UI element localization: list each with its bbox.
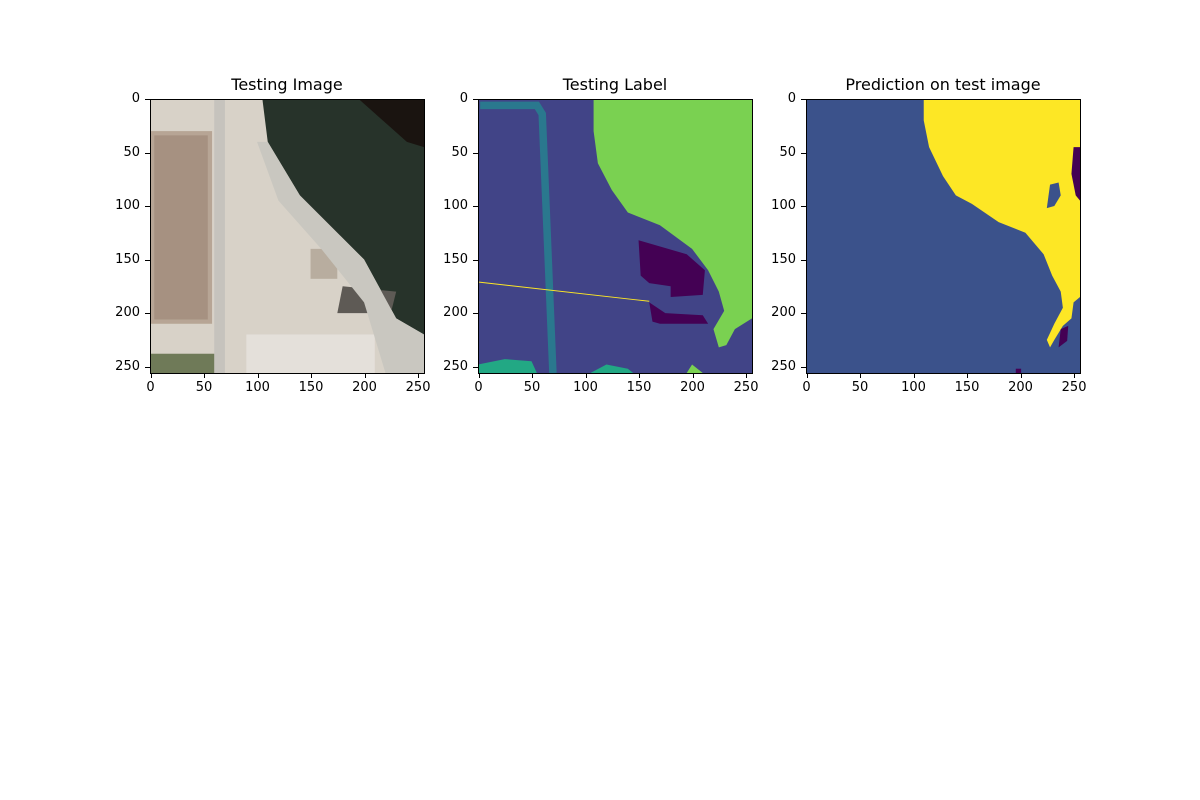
x-tick-label: 250 — [733, 380, 759, 395]
y-tick-label: 150 — [115, 251, 140, 267]
y-tick-label: 250 — [115, 358, 140, 374]
x-tick-mark — [585, 373, 587, 378]
x-tick-mark — [204, 373, 206, 378]
x-tick-label: 100 — [245, 380, 270, 395]
y-tick-mark — [473, 99, 478, 100]
y-tick-mark — [473, 206, 478, 208]
x-tick-mark — [860, 373, 862, 378]
y-tick-mark — [145, 99, 150, 100]
satellite-image — [150, 99, 424, 373]
y-tick-label: 200 — [443, 305, 468, 321]
y-tick-mark — [473, 313, 478, 315]
axes-frame — [806, 99, 1081, 374]
y-tick-label: 0 — [131, 91, 140, 106]
y-tick-label: 50 — [779, 144, 796, 160]
y-tick-label: 100 — [771, 198, 796, 214]
prediction-image — [806, 99, 1080, 373]
x-tick-mark — [692, 373, 694, 378]
y-tick-mark — [145, 152, 150, 154]
x-tick-label: 0 — [146, 380, 155, 395]
y-tick-mark — [801, 152, 806, 154]
x-tick-label: 0 — [474, 380, 483, 395]
x-tick-mark — [257, 373, 259, 378]
label-image — [478, 99, 752, 373]
x-tick-mark — [746, 373, 748, 378]
y-tick-label: 50 — [451, 144, 468, 160]
y-tick-mark — [473, 259, 478, 261]
y-tick-label: 250 — [771, 358, 796, 374]
y-tick-mark — [145, 313, 150, 315]
x-tick-label: 50 — [195, 380, 213, 395]
x-tick-mark — [1020, 373, 1022, 378]
y-tick-mark — [801, 99, 806, 100]
y-tick-mark — [473, 366, 478, 368]
x-tick-mark — [967, 373, 969, 378]
axes-frame — [150, 99, 425, 374]
y-tick-mark — [801, 259, 806, 261]
y-tick-mark — [801, 366, 806, 368]
x-tick-label: 250 — [1061, 380, 1087, 395]
x-tick-mark — [806, 373, 808, 378]
x-tick-label: 0 — [802, 380, 811, 395]
y-tick-mark — [145, 366, 150, 368]
y-tick-label: 100 — [443, 198, 468, 214]
x-tick-label: 150 — [626, 380, 652, 395]
y-tick-label: 150 — [443, 251, 468, 267]
x-tick-label: 50 — [523, 380, 541, 395]
y-tick-mark — [801, 206, 806, 208]
y-tick-mark — [801, 313, 806, 315]
x-tick-label: 150 — [298, 380, 324, 395]
y-tick-mark — [145, 206, 150, 208]
x-tick-label: 200 — [680, 380, 705, 395]
y-tick-label: 0 — [459, 91, 468, 106]
y-tick-label: 250 — [443, 358, 468, 374]
x-tick-label: 200 — [1008, 380, 1033, 395]
x-tick-mark — [418, 373, 420, 378]
x-tick-label: 100 — [901, 380, 926, 395]
x-tick-label: 150 — [954, 380, 980, 395]
y-tick-label: 200 — [115, 305, 140, 321]
y-tick-label: 150 — [771, 251, 796, 267]
x-tick-label: 200 — [352, 380, 377, 395]
y-tick-label: 50 — [123, 144, 140, 160]
chart-title: Prediction on test image — [845, 75, 1041, 94]
x-tick-mark — [311, 373, 313, 378]
chart-title: Testing Label — [562, 75, 668, 94]
y-tick-label: 200 — [771, 305, 796, 321]
y-tick-label: 100 — [115, 198, 140, 214]
x-tick-mark — [364, 373, 366, 378]
x-tick-mark — [1074, 373, 1076, 378]
x-tick-mark — [532, 373, 534, 378]
x-tick-mark — [478, 373, 480, 378]
x-tick-label: 50 — [851, 380, 869, 395]
x-tick-label: 250 — [405, 380, 431, 395]
y-tick-mark — [145, 259, 150, 261]
x-tick-label: 100 — [573, 380, 598, 395]
chart-title: Testing Image — [231, 75, 343, 94]
y-tick-mark — [473, 152, 478, 154]
y-tick-label: 0 — [787, 91, 796, 106]
x-tick-mark — [639, 373, 641, 378]
x-tick-mark — [913, 373, 915, 378]
axes-frame — [478, 99, 753, 374]
x-tick-mark — [150, 373, 152, 378]
